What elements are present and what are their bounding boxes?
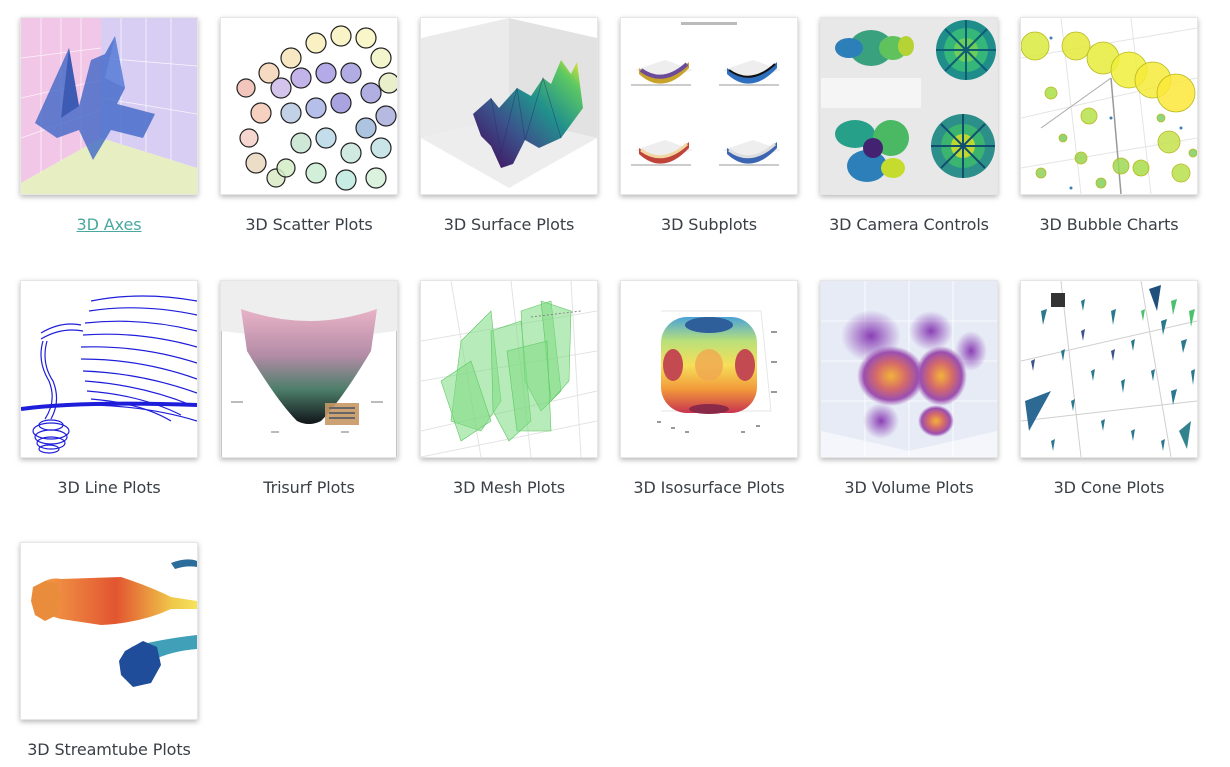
- 3d-volume-thumbnail-icon[interactable]: [820, 280, 998, 458]
- 3d-axes-thumbnail-icon[interactable]: [20, 17, 198, 195]
- gallery-card-title[interactable]: 3D Volume Plots: [844, 478, 974, 497]
- 3d-cone-thumbnail-icon[interactable]: [1020, 280, 1198, 458]
- gallery-card-title[interactable]: 3D Subplots: [661, 215, 757, 234]
- 3d-scatter-thumbnail-icon[interactable]: [220, 17, 398, 195]
- gallery-card-title[interactable]: 3D Line Plots: [57, 478, 161, 497]
- gallery-card-title[interactable]: 3D Streamtube Plots: [27, 740, 191, 759]
- gallery-card-title[interactable]: 3D Isosurface Plots: [633, 478, 785, 497]
- gallery-card-title[interactable]: 3D Scatter Plots: [245, 215, 373, 234]
- gallery-card-title[interactable]: 3D Bubble Charts: [1039, 215, 1179, 234]
- trisurf-thumbnail-icon[interactable]: [220, 280, 398, 458]
- gallery-card-title[interactable]: 3D Surface Plots: [443, 215, 575, 234]
- 3d-streamtube-thumbnail-icon[interactable]: [20, 542, 198, 720]
- 3d-camera-thumbnail-icon[interactable]: [820, 17, 998, 195]
- 3d-bubble-thumbnail-icon[interactable]: [1020, 17, 1198, 195]
- gallery-card-title[interactable]: 3D Cone Plots: [1053, 478, 1165, 497]
- gallery-card-title[interactable]: 3D Axes: [76, 215, 142, 234]
- 3d-subplots-thumbnail-icon[interactable]: [620, 17, 798, 195]
- 3d-mesh-thumbnail-icon[interactable]: [420, 280, 598, 458]
- gallery-card-title[interactable]: 3D Mesh Plots: [453, 478, 565, 497]
- gallery-card-title[interactable]: Trisurf Plots: [263, 478, 355, 497]
- 3d-isosurface-thumbnail-icon[interactable]: [620, 280, 798, 458]
- gallery-card-title[interactable]: 3D Camera Controls: [829, 215, 989, 234]
- 3d-surface-thumbnail-icon[interactable]: [420, 17, 598, 195]
- 3d-line-thumbnail-icon[interactable]: [20, 280, 198, 458]
